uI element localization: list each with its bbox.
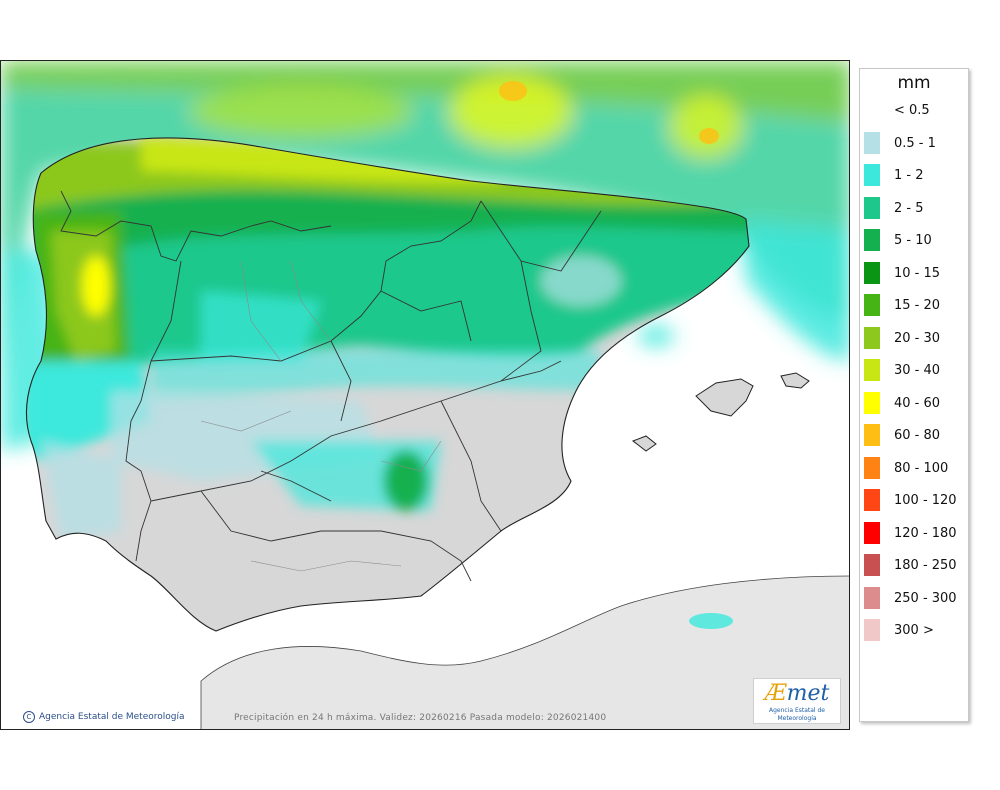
aemet-logo: Æmet Agencia Estatal de Meteorología <box>753 678 841 724</box>
legend-item: 0.5 - 1 <box>864 131 966 154</box>
legend-swatch <box>864 554 880 576</box>
legend-swatch <box>864 261 880 284</box>
legend-item: < 0.5 <box>864 99 966 121</box>
legend-item: 250 - 300 <box>864 586 966 609</box>
legend-swatch <box>864 164 880 186</box>
credit-text: Agencia Estatal de Meteorología <box>39 712 185 722</box>
copyright-icon: C <box>23 711 35 723</box>
legend-swatch <box>864 131 880 154</box>
legend-label: 40 - 60 <box>894 395 941 411</box>
legend-label: 300 > <box>894 623 934 638</box>
legend-item: 60 - 80 <box>864 424 966 446</box>
legend-item: 100 - 120 <box>864 489 966 511</box>
legend-swatch <box>864 359 880 381</box>
legend-label: 80 - 100 <box>894 460 949 476</box>
legend-item: 10 - 15 <box>864 261 966 284</box>
legend-item: 40 - 60 <box>864 391 966 414</box>
legend-item: 180 - 250 <box>864 554 966 576</box>
legend-swatch <box>864 326 880 349</box>
aemet-credit: C Agencia Estatal de Meteorología <box>23 711 185 723</box>
legend-item: 1 - 2 <box>864 164 966 186</box>
legend-unit: mm <box>897 73 931 93</box>
legend-item: 120 - 180 <box>864 521 966 544</box>
legend-item: 20 - 30 <box>864 326 966 349</box>
menorca-island <box>780 372 810 389</box>
aemet-logo-subtitle: Agencia Estatal de Meteorología <box>768 707 825 722</box>
precip-legend: mm < 0.5 0.5 - 1 1 - 2 2 - 5 5 - 10 10 - 15 15… <box>859 68 969 722</box>
legend-label: 100 - 120 <box>894 493 957 508</box>
iberia-coastline <box>25 137 750 632</box>
legend-swatch <box>864 391 880 414</box>
legend-label: 15 - 20 <box>894 298 941 313</box>
legend-swatch <box>864 586 880 609</box>
legend-swatch <box>864 229 880 251</box>
legend-swatch <box>864 489 880 511</box>
legend-label: 180 - 250 <box>894 558 957 573</box>
legend-label: 250 - 300 <box>894 590 957 606</box>
legend-label: 30 - 40 <box>894 363 941 378</box>
mallorca-island <box>695 378 754 417</box>
legend-label: 0.5 - 1 <box>894 135 936 151</box>
legend-swatch <box>864 294 880 316</box>
legend-swatch <box>864 521 880 544</box>
legend-label: 120 - 180 <box>894 525 957 541</box>
legend-label: 20 - 30 <box>894 330 941 346</box>
legend-item: 2 - 5 <box>864 196 966 219</box>
legend-label: 1 - 2 <box>894 168 924 183</box>
legend-label: 60 - 80 <box>894 428 941 443</box>
legend-item: 5 - 10 <box>864 229 966 251</box>
legend-item: 80 - 100 <box>864 456 966 479</box>
legend-label: 2 - 5 <box>894 200 924 216</box>
legend-item: 30 - 40 <box>864 359 966 381</box>
map-canvas <box>1 61 849 729</box>
legend-item: 300 > <box>864 619 966 641</box>
ibiza-island <box>631 435 657 452</box>
legend-label: 10 - 15 <box>894 265 941 281</box>
legend-swatch <box>864 619 880 641</box>
map-caption: Precipitación en 24 h máxima. Validez: 2… <box>234 713 607 723</box>
precipitation-map: C Agencia Estatal de Meteorología Precip… <box>0 60 850 730</box>
legend-swatch <box>864 196 880 219</box>
legend-label: 5 - 10 <box>894 233 932 248</box>
legend-item: 15 - 20 <box>864 294 966 316</box>
legend-swatch <box>864 456 880 479</box>
legend-label: < 0.5 <box>894 103 930 118</box>
region-borders <box>60 190 602 582</box>
legend-swatch <box>864 424 880 446</box>
legend-swatch <box>864 99 880 121</box>
aemet-logo-word: Æmet <box>764 681 830 706</box>
province-borders <box>200 260 442 572</box>
north-africa-land <box>200 575 849 729</box>
